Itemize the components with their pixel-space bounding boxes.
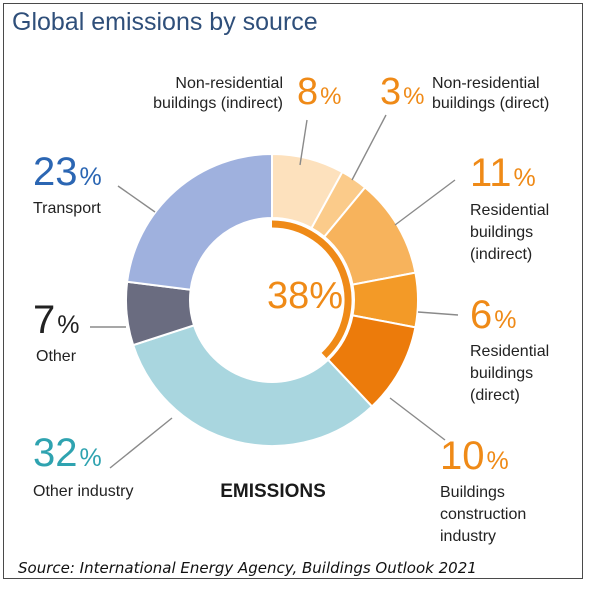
leader-nonres_indirect xyxy=(299,119,308,166)
slice-transport xyxy=(126,152,273,291)
name-label-other_industry-0: Other industry xyxy=(33,483,133,500)
pct-value-res_direct: 6 xyxy=(470,293,492,337)
pct-value-nonres_indirect: 8 xyxy=(297,71,318,113)
pct-label-other_industry: 32% xyxy=(33,431,102,475)
buildings-total-label: 38% xyxy=(267,275,343,317)
chart-title: Global emissions by source xyxy=(12,8,318,36)
name-label-res_indirect-1: buildings xyxy=(470,224,533,241)
pct-sign-transport: % xyxy=(80,163,102,191)
pct-value-res_indirect: 11 xyxy=(470,151,512,195)
pct-sign-res_direct: % xyxy=(494,306,516,334)
pct-label-construction: 10% xyxy=(440,434,509,478)
center-label: EMISSIONS xyxy=(220,481,326,502)
pct-sign-nonres_direct: % xyxy=(403,83,424,110)
pct-value-transport: 23 xyxy=(33,150,78,194)
pct-sign-other_industry: % xyxy=(80,444,102,472)
pct-value-other: 7 xyxy=(33,298,55,342)
pct-sign-other: % xyxy=(57,311,79,339)
pct-label-transport: 23% xyxy=(33,150,102,194)
name-label-transport-0: Transport xyxy=(33,200,101,217)
pct-label-other: 7% xyxy=(33,298,79,342)
leader-construction xyxy=(389,397,446,441)
pct-label-nonres_indirect: 8% xyxy=(297,71,341,113)
name-label-construction-1: construction xyxy=(440,506,526,523)
chart-frame xyxy=(3,3,583,579)
leader-other_industry xyxy=(109,417,173,469)
pct-label-nonres_direct: 3% xyxy=(380,71,424,113)
pct-sign-construction: % xyxy=(487,447,509,475)
leader-res_direct xyxy=(417,311,459,316)
name-label-res_direct-2: (direct) xyxy=(470,387,520,404)
name-label-nonres_indirect-0: Non-residential xyxy=(175,75,283,92)
name-label-construction-0: Buildings xyxy=(440,484,505,501)
pct-label-res_direct: 6% xyxy=(470,293,516,337)
name-label-nonres_direct-1: buildings (direct) xyxy=(432,95,549,112)
name-label-res_direct-0: Residential xyxy=(470,343,549,360)
pct-sign-nonres_indirect: % xyxy=(320,83,341,110)
name-label-res_indirect-2: (indirect) xyxy=(470,246,532,263)
buildings-share-arc xyxy=(271,220,352,358)
pct-sign-res_indirect: % xyxy=(514,164,536,192)
name-label-construction-2: industry xyxy=(440,528,496,545)
leader-res_indirect xyxy=(394,179,456,226)
leader-transport xyxy=(117,185,156,213)
source-note: Source: International Energy Agency, Bui… xyxy=(18,559,477,577)
name-label-other-0: Other xyxy=(36,348,77,365)
slice-other_industry xyxy=(131,324,374,447)
pct-value-nonres_direct: 3 xyxy=(380,71,401,113)
name-label-res_indirect-0: Residential xyxy=(470,202,549,219)
name-label-nonres_indirect-1: buildings (indirect) xyxy=(153,95,283,112)
name-label-nonres_direct-0: Non-residential xyxy=(432,75,540,92)
leader-nonres_direct xyxy=(351,114,387,181)
pct-label-res_indirect: 11% xyxy=(470,151,536,195)
name-label-res_direct-1: buildings xyxy=(470,365,533,382)
pct-value-other_industry: 32 xyxy=(33,431,78,475)
pct-value-construction: 10 xyxy=(440,434,485,478)
